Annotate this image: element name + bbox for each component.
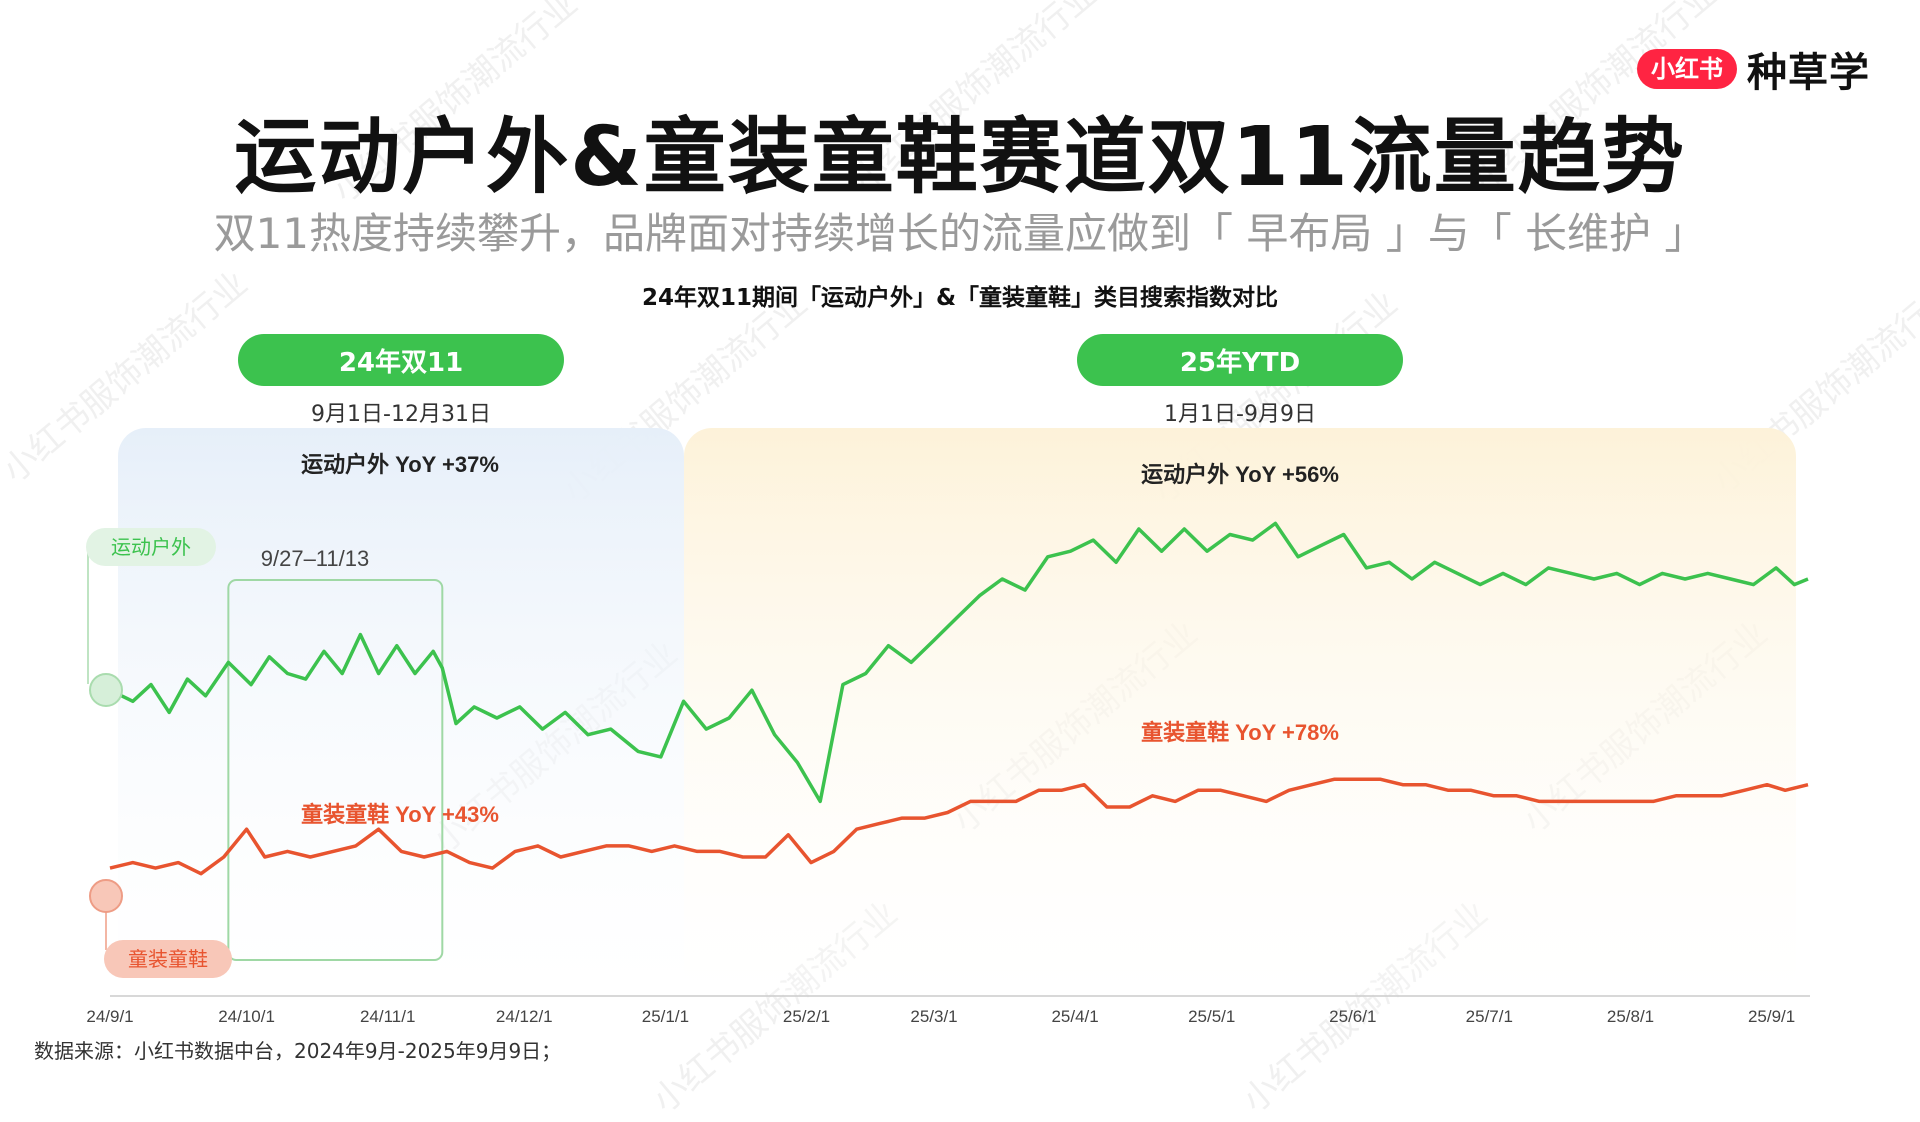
x-tick-label: 25/4/1 [1051,1007,1098,1026]
x-tick-label: 25/2/1 [783,1007,830,1026]
brand-logo: 小红书 种草学 [1637,40,1870,98]
period-pill-25: 25年YTD [1077,334,1403,386]
highlight-box [227,579,444,961]
x-tick-label: 25/7/1 [1466,1007,1513,1026]
x-tick-label: 24/9/1 [86,1007,133,1026]
trend-chart: 9/27–11/13 24/9/1 24/10/1 24/11/1 24/12/1 25… [86,428,1810,1026]
period-pill-24: 24年双11 [238,334,564,386]
annotation-kids-yoy-24: 童装童鞋 YoY +43% [301,802,499,827]
series-line-kids [109,777,1809,876]
period-dates-25: 1月1日-9月9日 [1164,402,1316,427]
page-title: 运动户外&童装童鞋赛道双11流量趋势 [234,110,1686,205]
x-tick-label: 25/6/1 [1329,1007,1376,1026]
x-axis: 24/9/1 24/10/1 24/11/1 24/12/1 25/1/1 25/2/1 2… [86,1007,1795,1026]
highlight-label: 9/27–11/13 [261,546,369,571]
plot-area [109,521,1809,876]
x-tick-label: 25/1/1 [642,1007,689,1026]
x-tick-label: 25/3/1 [910,1007,957,1026]
brand-name: 种草学 [1747,50,1870,96]
x-tick-label: 24/12/1 [496,1007,553,1026]
chart-title: 24年双11期间「运动户外」&「童装童鞋」类目搜索指数对比 [641,285,1279,311]
x-tick-label: 25/8/1 [1607,1007,1654,1026]
period-background-24 [118,428,684,998]
x-tick-label: 25/5/1 [1188,1007,1235,1026]
period-dates-24: 9月1日-12月31日 [311,402,491,427]
legend-label-kids: 童装童鞋 [128,948,208,971]
annotation-outdoor-yoy-25: 运动户外 YoY +56% [1141,462,1339,487]
brand-badge: 小红书 [1637,49,1737,89]
legend-dot-kids [89,879,123,913]
legend-dot-outdoor [89,673,123,707]
legend: 运动户外 童装童鞋 [86,528,232,978]
legend-label-outdoor: 运动户外 [111,536,191,559]
legend-pill-outdoor [86,528,216,566]
x-tick-label: 25/9/1 [1748,1007,1795,1026]
legend-pill-kids [104,940,232,978]
data-source-note: 数据来源：小红书数据中台，2024年9月-2025年9月9日； [34,1039,562,1063]
annotation-outdoor-yoy-24: 运动户外 YoY +37% [301,452,499,477]
series-line-outdoor [109,521,1809,804]
x-tick-label: 24/11/1 [360,1007,415,1026]
x-tick-label: 24/10/1 [218,1007,275,1026]
period-background-25 [684,428,1796,998]
annotation-kids-yoy-25: 童装童鞋 YoY +78% [1141,720,1339,745]
page-subtitle: 双11热度持续攀升，品牌面对持续增长的流量应做到「 早布局 」与「 长维护 」 [213,209,1707,258]
